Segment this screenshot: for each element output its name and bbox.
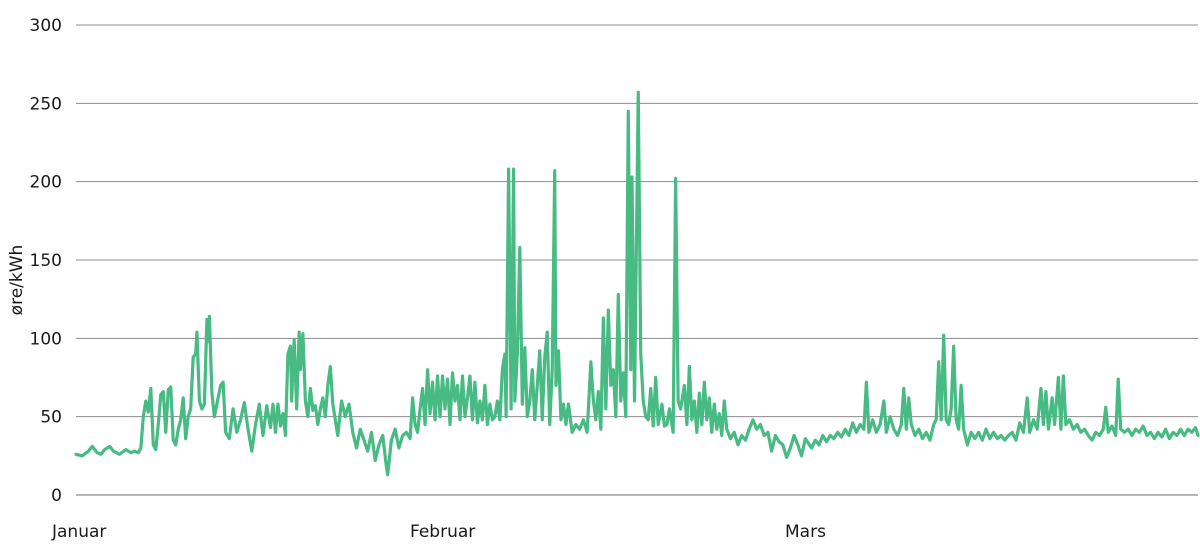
x-tick-label-januar: Januar — [51, 522, 106, 542]
y-axis-label: øre/kWh — [7, 245, 27, 316]
y-tick-label: 100 — [30, 329, 62, 349]
y-tick-label: 300 — [30, 16, 62, 36]
x-tick-label-mars: Mars — [785, 522, 826, 542]
y-tick-label: 150 — [30, 251, 62, 271]
y-tick-labels: 0 50 100 150 200 250 300 — [30, 16, 62, 506]
y-tick-label: 200 — [30, 173, 62, 193]
y-tick-label: 250 — [30, 94, 62, 114]
x-tick-labels: Januar Februar Mars — [51, 522, 826, 542]
x-tick-label-februar: Februar — [410, 522, 475, 542]
price-series-line — [74, 90, 1200, 477]
y-tick-label: 0 — [51, 486, 62, 506]
y-tick-label: 50 — [40, 408, 62, 428]
